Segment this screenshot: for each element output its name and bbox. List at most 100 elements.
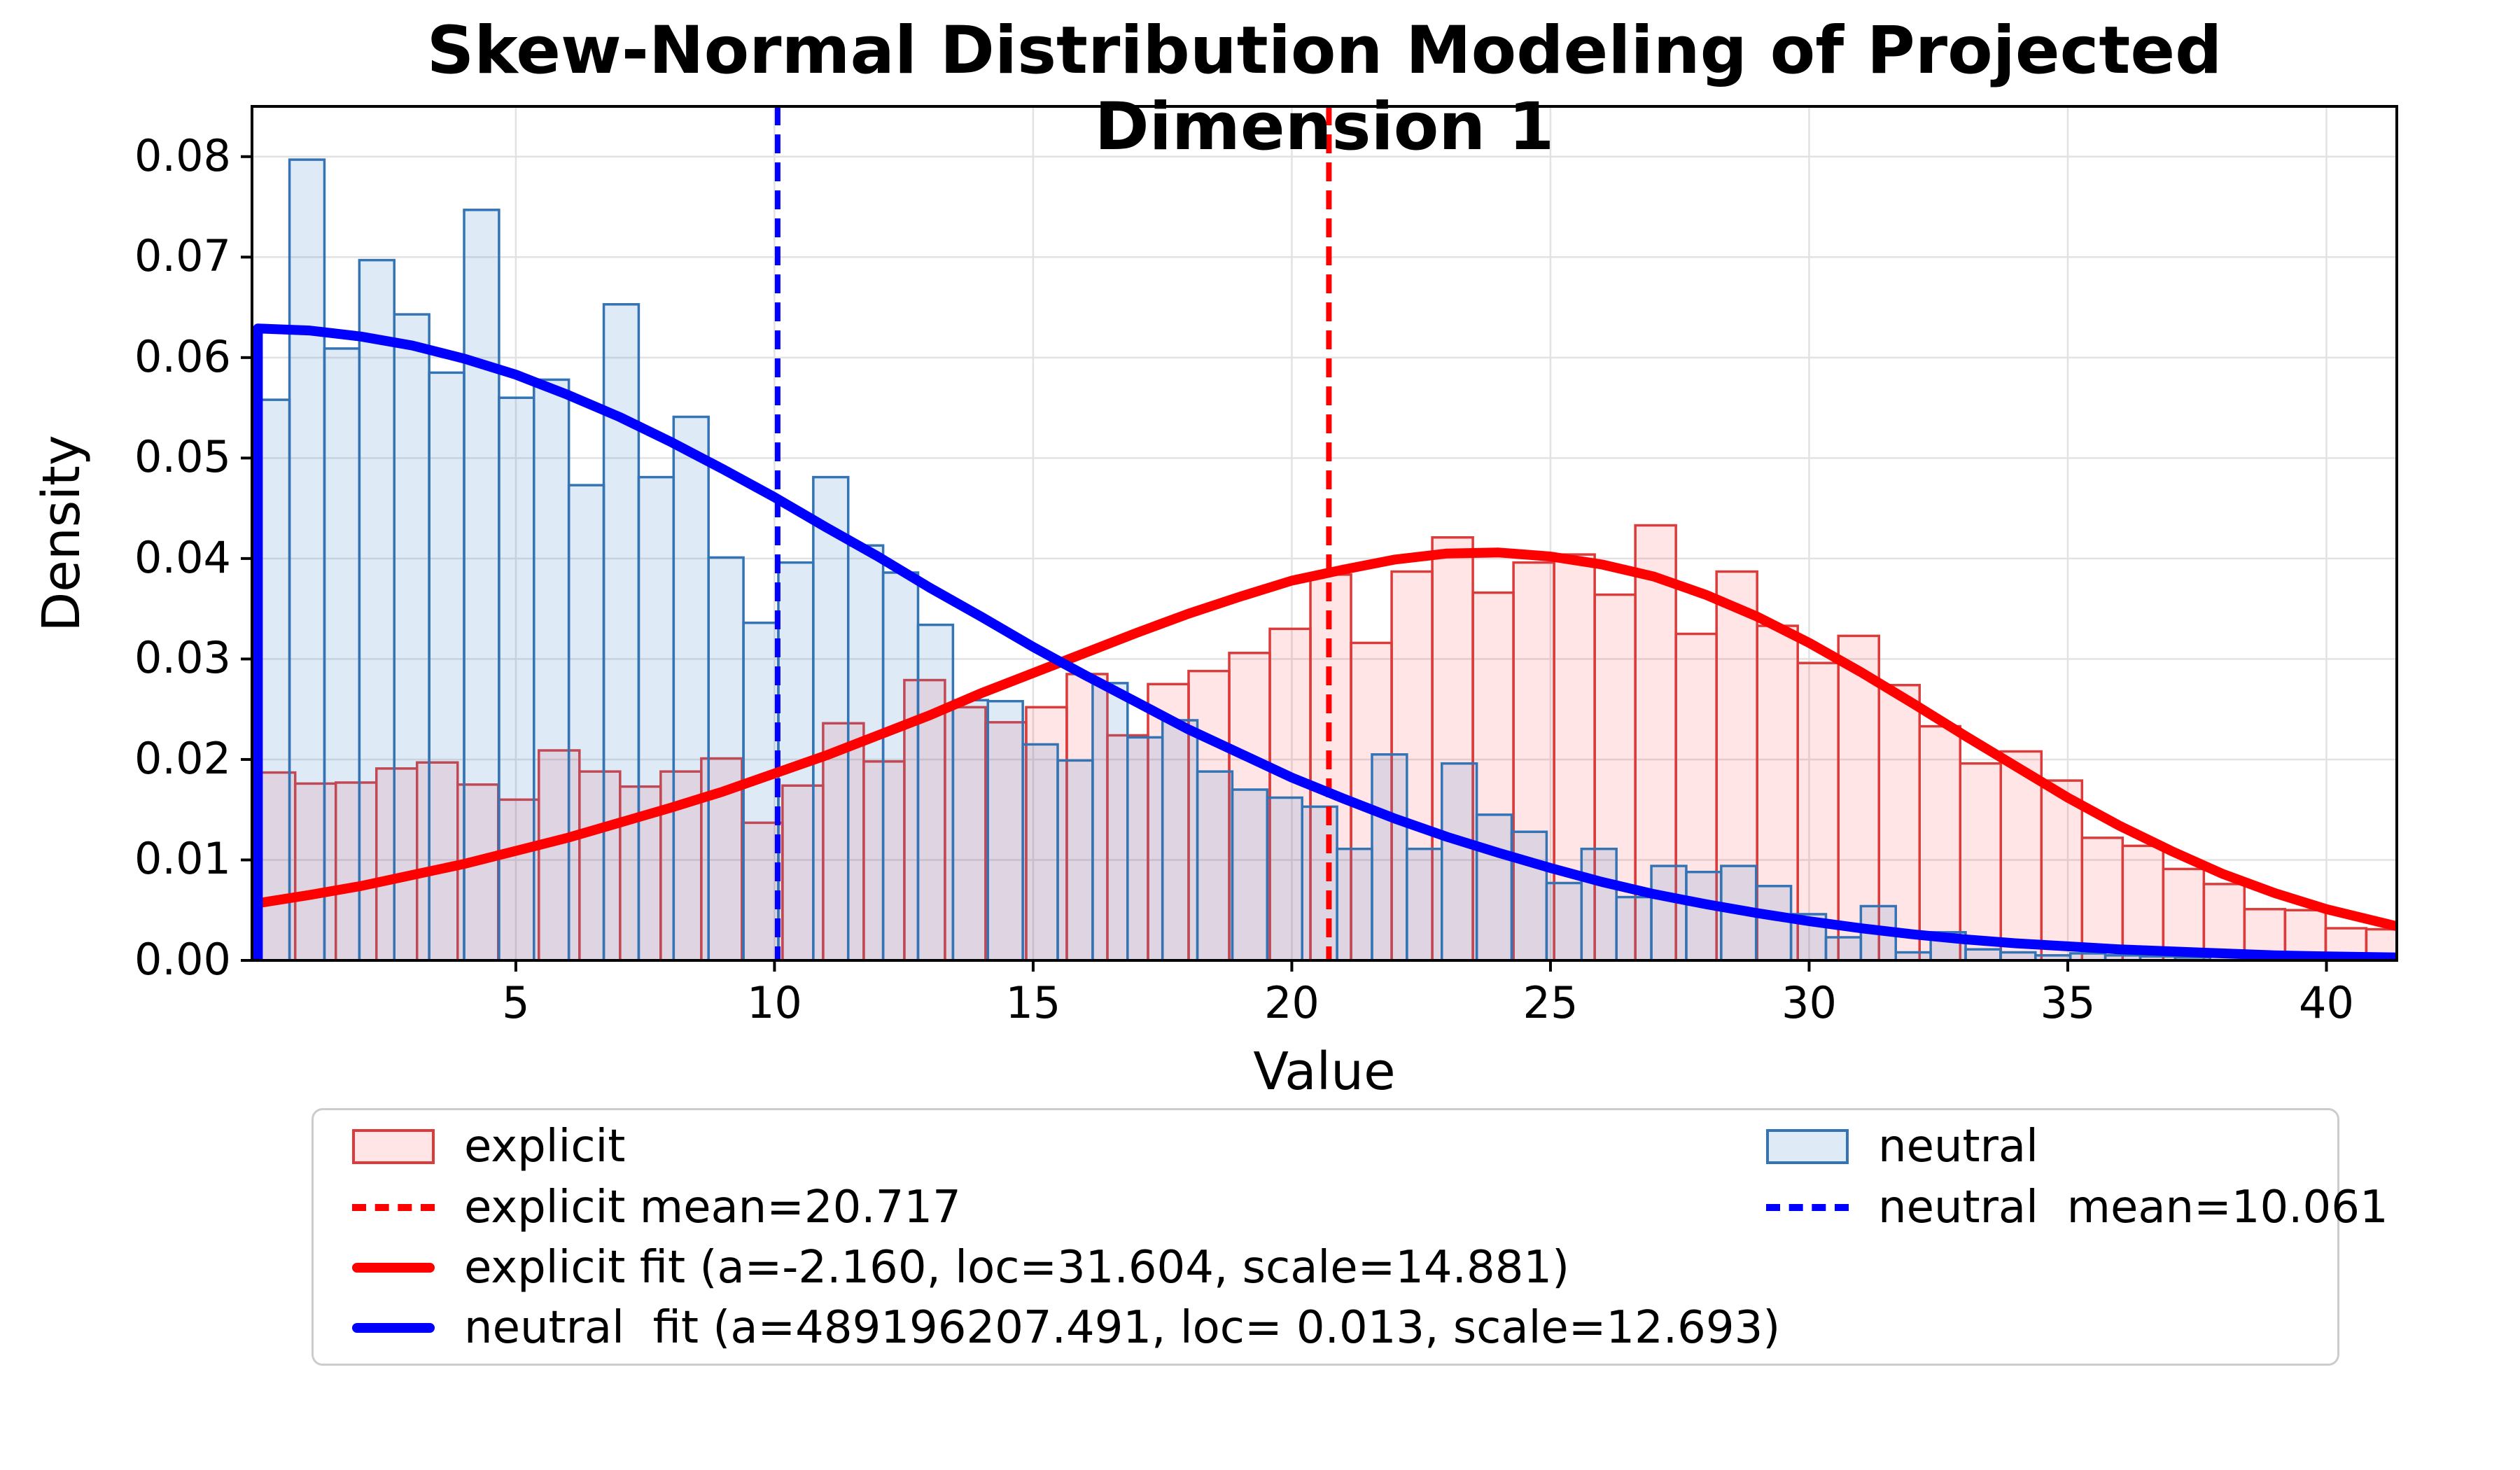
hist-bar-neutral <box>1475 813 1513 960</box>
hist-bar-neutral <box>1161 719 1199 960</box>
x-tick-label: 15 <box>1005 977 1061 1028</box>
hist-bar-neutral <box>1650 864 1688 960</box>
hist-bar-neutral <box>1615 895 1653 960</box>
histogram-explicit <box>253 524 2397 960</box>
x-tick-label: 35 <box>2040 977 2096 1028</box>
x-axis-label: Value <box>1253 1042 1396 1102</box>
legend-label: explicit <box>464 1121 626 1172</box>
hist-bar-neutral <box>637 475 676 960</box>
hist-bar-explicit <box>1390 570 1434 960</box>
hist-bar-neutral <box>1545 881 1583 960</box>
hist-bar-explicit <box>1025 706 1068 960</box>
hist-bar-neutral <box>567 484 606 960</box>
legend-item-explicit-patch: explicit <box>352 1119 625 1175</box>
hist-bar-neutral <box>323 347 361 960</box>
hist-bar-neutral <box>1406 847 1443 960</box>
legend-label: neutral mean=10.061 <box>1878 1182 2388 1233</box>
hist-bar-explicit <box>1431 536 1474 960</box>
hist-bar-explicit <box>781 784 825 960</box>
legend-item-neutral-dash: neutral mean=10.061 <box>1766 1180 2388 1236</box>
hist-bar-explicit <box>2162 867 2206 960</box>
legend-label: explicit mean=20.717 <box>464 1182 961 1233</box>
hist-bar-neutral <box>1964 948 2002 960</box>
hist-bar-neutral <box>1580 847 1618 960</box>
hist-bar-explicit <box>1593 593 1637 960</box>
x-tick-label: 10 <box>746 977 802 1028</box>
hist-bar-neutral <box>358 258 396 960</box>
legend-label: explicit fit (a=-2.160, loc=31.604, scal… <box>464 1242 1570 1294</box>
hist-bar-neutral <box>1196 770 1234 960</box>
hist-bar-neutral <box>1021 743 1059 960</box>
hist-bar-neutral <box>916 623 955 960</box>
explicit-patch-swatch <box>352 1129 435 1164</box>
hist-bar-neutral <box>393 313 430 960</box>
hist-bar-neutral <box>1231 788 1269 960</box>
x-tick-label: 40 <box>2299 977 2354 1028</box>
hist-bar-neutral <box>672 415 710 960</box>
hist-bar-neutral <box>288 158 326 960</box>
hist-bar-explicit <box>2121 844 2165 960</box>
y-tick-label: 0.04 <box>134 531 231 583</box>
hist-bar-neutral <box>1336 847 1373 960</box>
y-tick-label: 0.01 <box>134 833 231 885</box>
hist-bar-explicit <box>944 706 987 960</box>
y-tick-label: 0.03 <box>134 632 231 684</box>
gridlines <box>252 106 2397 960</box>
hist-bar-neutral <box>1266 796 1303 960</box>
y-tick-label: 0.08 <box>134 130 231 181</box>
hist-bar-neutral <box>1371 753 1408 960</box>
explicit-dashed-line-swatch <box>352 1204 435 1211</box>
y-tick-label: 0.06 <box>134 330 231 382</box>
x-tick-label: 25 <box>1522 977 1578 1028</box>
hist-bar-explicit <box>1918 724 1962 960</box>
hist-bar-neutral <box>1056 759 1094 960</box>
legend-item-neutral-line: neutral fit (a=489196207.491, loc= 0.013… <box>352 1300 1780 1356</box>
axes-spines <box>241 105 2398 972</box>
fit-curve-explicit <box>252 547 2397 932</box>
y-tick-label: 0.00 <box>134 934 231 985</box>
histogram-neutral <box>253 158 2386 960</box>
hist-bar-neutral <box>1685 870 1723 960</box>
hist-bar-neutral <box>846 544 885 960</box>
explicit-fit-line-swatch <box>352 1263 435 1273</box>
hist-bar-neutral <box>1301 805 1338 960</box>
hist-bar-neutral <box>812 475 850 960</box>
x-tick-label: 30 <box>1782 977 1837 1028</box>
hist-bar-explicit <box>1959 762 2003 960</box>
legend-item-explicit-line: explicit fit (a=-2.160, loc=31.604, scal… <box>352 1240 1569 1296</box>
neutral-dashed-line-swatch <box>1766 1204 1849 1211</box>
fit-curve-neutral <box>253 323 2397 960</box>
hist-bar-neutral <box>498 396 536 960</box>
hist-bar-neutral <box>1510 830 1548 960</box>
hist-bar-neutral <box>742 621 780 960</box>
hist-bar-neutral <box>463 209 500 960</box>
hist-bar-neutral <box>707 556 745 960</box>
legend-label: neutral <box>1878 1121 2038 1172</box>
legend-item-neutral-patch: neutral <box>1766 1119 2038 1175</box>
hist-bar-neutral <box>1126 736 1164 960</box>
hist-bar-explicit <box>1065 673 1109 960</box>
legend-item-explicit-dash: explicit mean=20.717 <box>352 1180 961 1236</box>
x-tick-label: 5 <box>502 977 530 1028</box>
hist-bar-explicit <box>2080 836 2124 960</box>
legend: explicit explicit mean=20.717 explicit fit… <box>312 1108 2388 1366</box>
hist-bar-neutral <box>1441 762 1478 960</box>
hist-bar-neutral <box>881 571 920 960</box>
hist-bar-explicit <box>1715 570 1758 960</box>
hist-bar-neutral <box>1091 682 1129 960</box>
x-tick-label: 20 <box>1264 977 1320 1028</box>
y-tick-label: 0.02 <box>134 732 231 784</box>
neutral-fit-line-swatch <box>352 1323 435 1333</box>
hist-bar-neutral <box>951 699 990 960</box>
legend-label: neutral fit (a=489196207.491, loc= 0.013… <box>464 1302 1781 1354</box>
hist-bar-neutral <box>986 699 1024 960</box>
hist-bar-neutral <box>533 378 570 960</box>
neutral-patch-swatch <box>1766 1129 1849 1164</box>
hist-bar-explicit <box>2040 779 2084 960</box>
hist-bar-neutral <box>602 303 640 960</box>
hist-bar-explicit <box>415 761 459 960</box>
hist-bar-neutral <box>1754 885 1793 960</box>
y-tick-label: 0.07 <box>134 230 231 282</box>
